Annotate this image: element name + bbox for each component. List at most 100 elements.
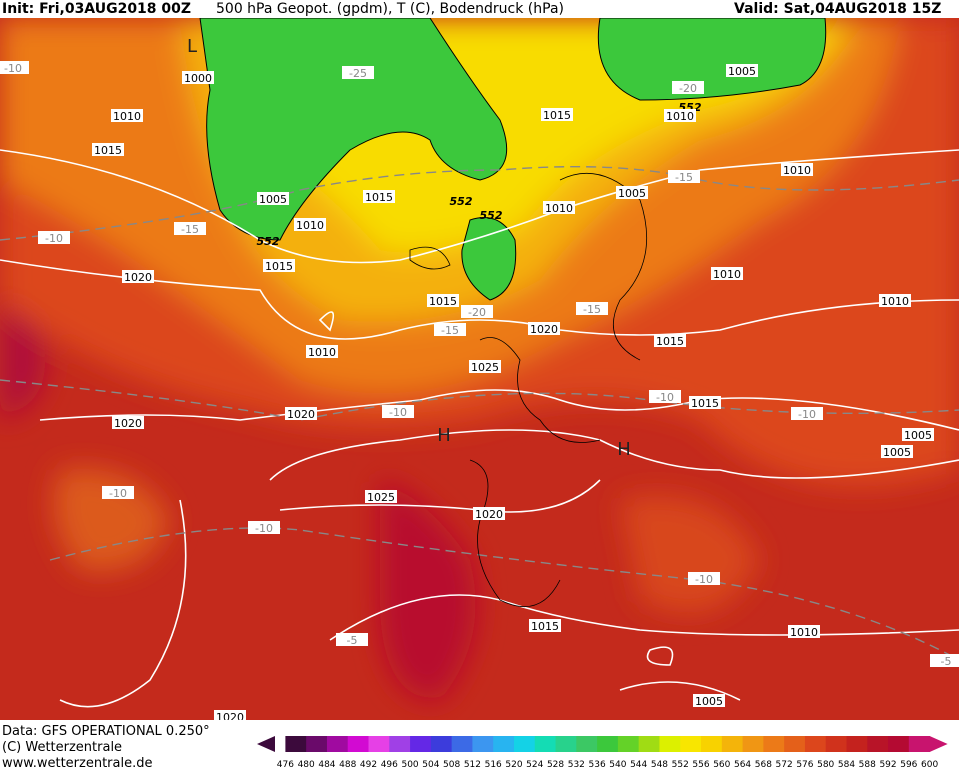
- geopotential-label: 552: [450, 195, 473, 208]
- init-time: Init: Fri,03AUG2018 00Z: [2, 1, 191, 17]
- contour-label: 1005: [883, 446, 911, 459]
- contour-label: -15: [583, 303, 601, 316]
- label-box: [111, 109, 143, 122]
- label-box: [528, 322, 560, 335]
- contour-label: 1020: [216, 711, 244, 724]
- colorbar-tick-label: 496: [381, 760, 398, 770]
- label-box: [112, 416, 144, 429]
- contour-label: 1010: [296, 219, 324, 232]
- colorbar-arrow: [929, 736, 948, 752]
- colorbar-tick-label: 528: [547, 760, 564, 770]
- label-box: [461, 305, 493, 318]
- label-box: [363, 190, 395, 203]
- label-box: [672, 81, 704, 94]
- label-box: [0, 61, 29, 74]
- label-box: [336, 633, 368, 646]
- green-regions: [199, 18, 827, 301]
- pressure-center: L: [187, 36, 197, 57]
- contour-label: -10: [45, 232, 63, 245]
- colorbar-tick-label: 532: [568, 760, 585, 770]
- geopotential-label: 552: [480, 209, 503, 222]
- label-box: [38, 231, 70, 244]
- label-box: [365, 490, 397, 503]
- contour-label: -20: [679, 82, 697, 95]
- contour-label: 1005: [618, 187, 646, 200]
- label-box: [649, 390, 681, 403]
- colorbar-swatch: [306, 736, 328, 752]
- contour-label: 1005: [259, 193, 287, 206]
- contour-label: 1000: [184, 72, 212, 85]
- contour-label: 1015: [429, 295, 457, 308]
- label-box: [616, 186, 648, 199]
- contour-label: 1015: [531, 620, 559, 633]
- colorbar-tick-label: 572: [776, 760, 793, 770]
- colorbar-swatch: [451, 736, 473, 752]
- contour-label: 1020: [287, 408, 315, 421]
- contour-label: 1020: [124, 271, 152, 284]
- label-box: [711, 267, 743, 280]
- label-box: [689, 396, 721, 409]
- contour-label: 1010: [713, 268, 741, 281]
- colorbar-swatch: [597, 736, 619, 752]
- colorbar-swatch: [555, 736, 577, 752]
- contour-label: -5: [347, 634, 358, 647]
- label-box: [263, 259, 295, 272]
- contour-label: 1015: [365, 191, 393, 204]
- colorbar-tick-label: 584: [838, 760, 855, 770]
- colorbar-tick-label: 576: [796, 760, 813, 770]
- colorbar-swatch: [680, 736, 702, 752]
- colorbar-swatch: [784, 736, 806, 752]
- colorbar-swatch: [908, 736, 931, 752]
- colorbar-tick-label: 500: [401, 760, 418, 770]
- colorbar-tick-label: 552: [672, 760, 689, 770]
- label-box: [668, 170, 700, 183]
- contour-label: 1015: [691, 397, 719, 410]
- contour-label: -10: [255, 522, 273, 535]
- colorbar-arrow: [257, 736, 275, 752]
- contour-label: 1010: [790, 626, 818, 639]
- colorbar-tick-label: 548: [651, 760, 668, 770]
- contour-labels: 1000 1010 1015 1005 1010 1015 1015 -25 552 552 552…: [0, 36, 959, 724]
- label-box: [182, 71, 214, 84]
- label-box: [427, 294, 459, 307]
- colorbar-tick-label: 512: [464, 760, 481, 770]
- geopotential-label: 552: [257, 235, 280, 248]
- contour-label: 1010: [881, 295, 909, 308]
- map-title: 500 hPa Geopot. (gpdm), T (C), Bodendruc…: [216, 1, 564, 17]
- colorbar-tick-label: 524: [526, 760, 543, 770]
- contour-label: -15: [675, 171, 693, 184]
- colorbar-tick-label: 488: [339, 760, 356, 770]
- website: www.wetterzentrale.de: [2, 756, 152, 770]
- colorbar-tick-label: 580: [817, 760, 834, 770]
- colorbar-swatch: [326, 736, 349, 752]
- valid-time: Valid: Sat,04AUG2018 15Z: [734, 1, 941, 17]
- label-box: [879, 294, 911, 307]
- label-box: [257, 192, 289, 205]
- contour-label: 1010: [308, 346, 336, 359]
- colorbar-swatch: [513, 736, 536, 752]
- coastlines: [409, 173, 648, 608]
- colorbar-tick-label: 520: [505, 760, 522, 770]
- contour-label: -10: [798, 408, 816, 421]
- contour-label: 1010: [545, 202, 573, 215]
- map-area: 1000 1010 1015 1005 1010 1015 1015 -25 552 552 552…: [0, 18, 959, 724]
- colorbar-swatch: [430, 736, 453, 752]
- contour-label: 1020: [114, 417, 142, 430]
- contour-label: 1010: [783, 164, 811, 177]
- colorbar-tick-label: 476: [277, 760, 294, 770]
- label-box: [122, 270, 154, 283]
- colorbar-tick-label: 516: [485, 760, 502, 770]
- label-box: [881, 445, 913, 458]
- colorbar-tick-label: 504: [422, 760, 439, 770]
- contour-label: -15: [181, 223, 199, 236]
- contour-label: 1010: [113, 110, 141, 123]
- colorbar-tick-label: 560: [713, 760, 730, 770]
- contour-label: 1005: [904, 429, 932, 442]
- colorbar-tick-label: 480: [298, 760, 315, 770]
- label-box: [285, 407, 317, 420]
- contour-label: 1005: [695, 695, 723, 708]
- colorbar-swatch: [763, 736, 785, 752]
- colorbar-swatch: [368, 736, 390, 752]
- label-box: [469, 360, 501, 373]
